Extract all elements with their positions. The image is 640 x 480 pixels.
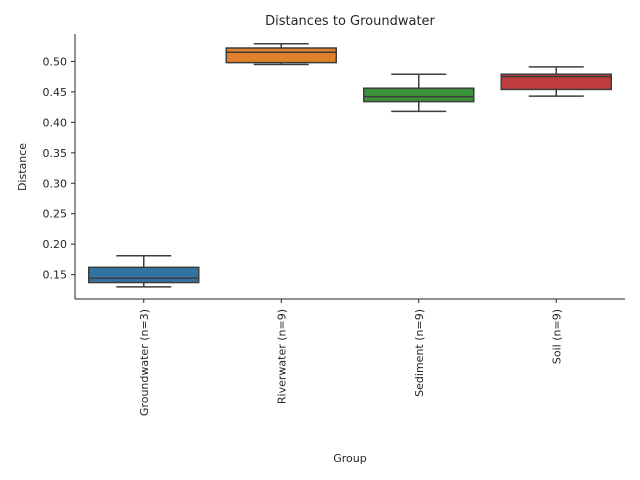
x-axis-label: Group bbox=[333, 452, 367, 465]
box-4 bbox=[500, 66, 612, 97]
y-axis-ticks: 0.15 0.20 0.25 0.30 0.35 0.40 0.45 0.50 bbox=[43, 55, 75, 282]
box-body bbox=[500, 73, 612, 91]
y-tick-label: 0.40 bbox=[43, 116, 68, 129]
x-tick-label: Sediment (n=9) bbox=[413, 309, 426, 397]
chart-title: Distances to Groundwater bbox=[265, 14, 435, 29]
y-tick-label: 0.45 bbox=[43, 86, 68, 99]
plot-area bbox=[88, 42, 612, 288]
x-tick-label: Groundwater (n=3) bbox=[138, 309, 151, 416]
x-tick-label: Riverwater (n=9) bbox=[275, 309, 288, 404]
box-body bbox=[88, 266, 200, 284]
box-1 bbox=[88, 254, 200, 288]
box-3 bbox=[363, 73, 475, 113]
y-tick-label: 0.15 bbox=[43, 269, 68, 282]
y-tick-label: 0.50 bbox=[43, 55, 68, 68]
box-body bbox=[225, 47, 337, 64]
box-body bbox=[363, 87, 475, 103]
x-tick-label: Soil (n=9) bbox=[550, 309, 563, 364]
x-axis-ticks: Groundwater (n=3) Riverwater (n=9) Sedimen… bbox=[138, 299, 563, 416]
y-tick-label: 0.20 bbox=[43, 238, 68, 251]
y-tick-label: 0.35 bbox=[43, 147, 68, 160]
y-tick-label: 0.25 bbox=[43, 208, 68, 221]
y-tick-label: 0.30 bbox=[43, 177, 68, 190]
box-2 bbox=[225, 42, 337, 66]
y-axis-label: Distance bbox=[16, 143, 29, 191]
